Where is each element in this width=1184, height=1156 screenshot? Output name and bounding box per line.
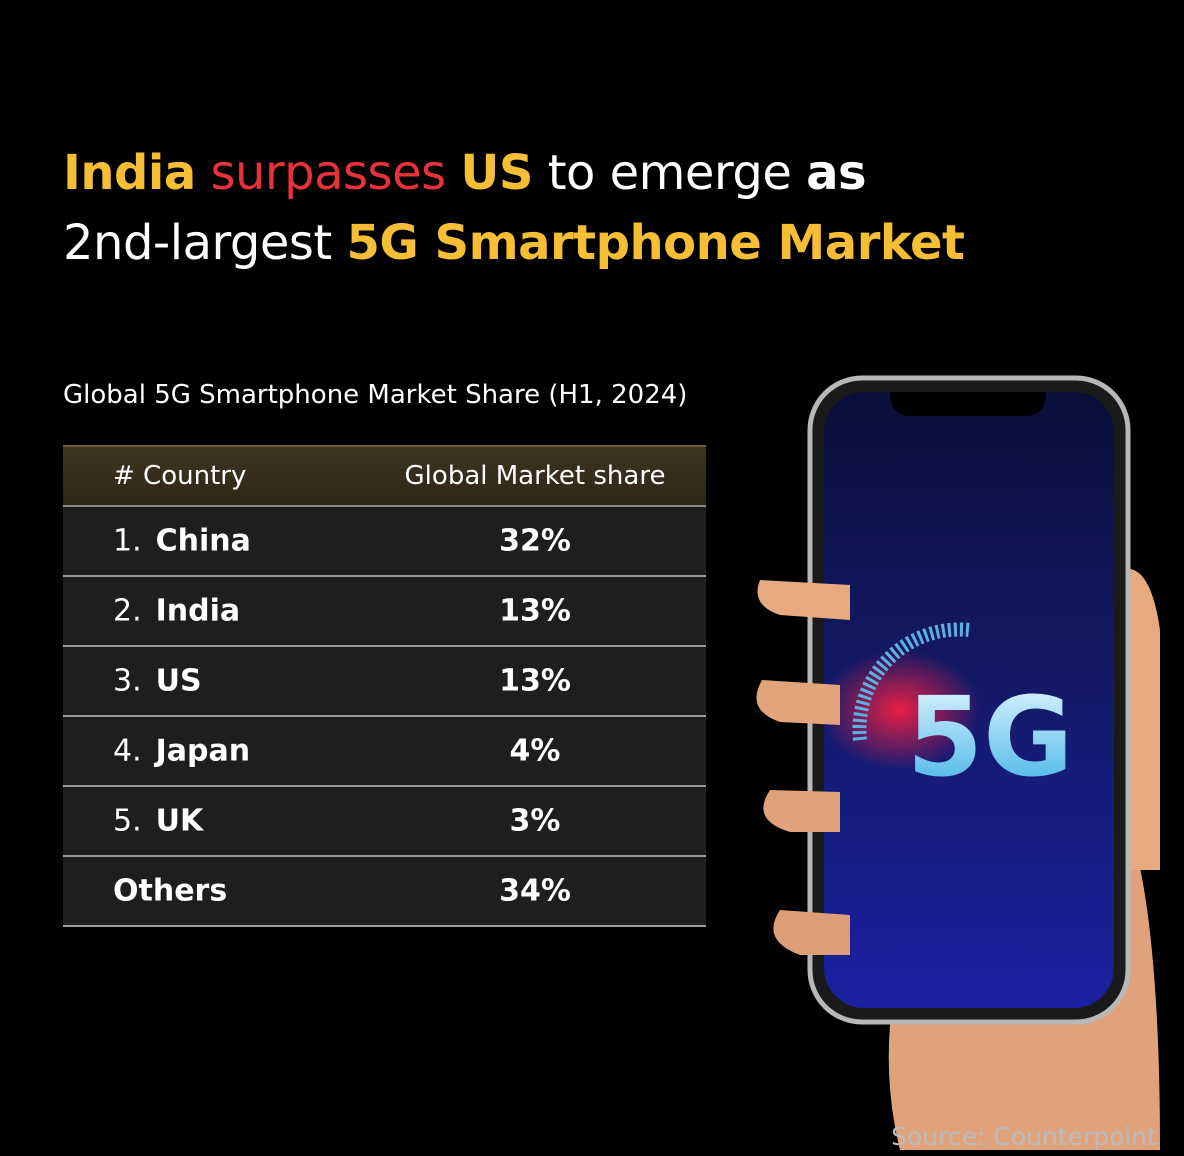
country: US [155,663,202,699]
source: Source: Counterpoint [891,1122,1157,1151]
share: 4% [509,733,561,769]
phone-illustration: 5G [756,375,1160,1150]
country: UK [155,803,204,839]
finger [756,680,840,725]
title-part: 5G Smartphone Market [346,215,965,271]
title-part: India [63,145,196,201]
share: 3% [509,803,561,839]
title-line: India surpasses US to emerge as [63,145,867,201]
share: 13% [499,663,571,699]
country: Japan [155,733,251,769]
rank: 5. [113,803,142,839]
table-row: 5. UK 3% [63,787,706,857]
subtitle: Global 5G Smartphone Market Share (H1, 2… [63,380,688,410]
finger [773,910,850,955]
share: 34% [499,873,571,909]
share: 13% [499,593,571,629]
gauge [852,622,971,741]
table-row: 4. Japan 4% [63,717,706,787]
title-part: to emerge [547,145,792,201]
country-cell: Others [113,874,227,909]
country: India [155,593,241,629]
country-cell: 3. US [113,664,202,699]
country-cell: 2. India [113,594,240,629]
table-header: # Country Global Market share [63,445,706,507]
rank: 2. [113,593,142,629]
title-line: 2nd-largest 5G Smartphone Market [63,215,965,271]
country: Others [113,873,228,909]
share: 32% [499,523,571,559]
title-part: US [460,145,533,201]
title-part: 2nd-largest [63,215,332,271]
country-cell: 1. China [113,524,251,559]
country-cell: 4. Japan [113,734,250,769]
country-cell: 5. UK [113,804,203,839]
table: # Country Global Market share 1. China 32%… [63,445,706,927]
finger [757,580,850,620]
country: China [155,523,251,559]
table-row: 3. US 13% [63,647,706,717]
column-header: Global Market share [404,461,666,491]
table-row: 2. India 13% [63,577,706,647]
rank: 4. [113,733,142,769]
rank: 3. [113,663,142,699]
phone-notch [890,392,1046,416]
screen-text: 5G [907,673,1074,801]
title-part: as [806,145,867,201]
title-part: surpasses [210,145,447,201]
finger [763,790,840,832]
column-header: # Country [113,461,247,491]
rank: 1. [113,523,142,559]
table-row: 1. China 32% [63,507,706,577]
table-row: Others 34% [63,857,706,927]
